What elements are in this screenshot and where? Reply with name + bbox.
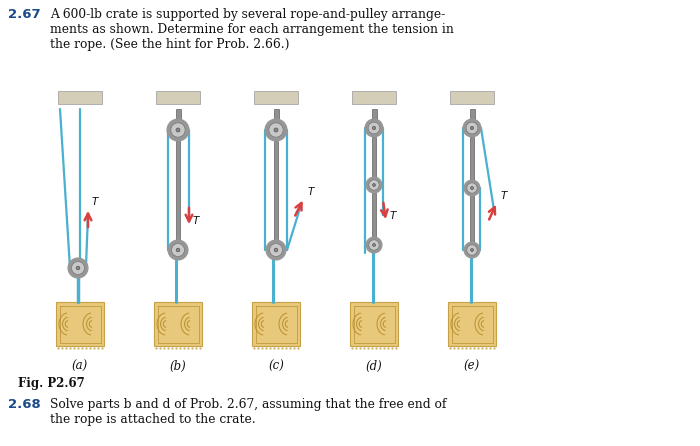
- Bar: [470, 196, 474, 242]
- Text: T: T: [390, 211, 396, 221]
- Text: (c): (c): [268, 360, 284, 373]
- Circle shape: [266, 240, 286, 260]
- Bar: [56, 302, 104, 346]
- Circle shape: [71, 261, 85, 274]
- Circle shape: [366, 177, 382, 193]
- Circle shape: [470, 186, 473, 190]
- Text: Fig. P2.67: Fig. P2.67: [18, 377, 85, 390]
- Circle shape: [68, 258, 88, 278]
- Circle shape: [464, 180, 480, 196]
- Text: (d): (d): [365, 360, 382, 373]
- Circle shape: [265, 119, 287, 141]
- Bar: [154, 302, 202, 346]
- Bar: [156, 91, 200, 104]
- Circle shape: [467, 245, 477, 255]
- Circle shape: [372, 126, 376, 130]
- Bar: [252, 302, 300, 346]
- Text: T: T: [501, 191, 508, 201]
- Text: (e): (e): [464, 360, 480, 373]
- Circle shape: [369, 180, 379, 190]
- Circle shape: [76, 266, 80, 270]
- Circle shape: [366, 237, 382, 253]
- Circle shape: [171, 123, 185, 137]
- Text: 2.67: 2.67: [8, 8, 41, 21]
- Bar: [450, 91, 494, 104]
- Bar: [372, 137, 376, 177]
- Circle shape: [464, 242, 480, 258]
- Bar: [176, 141, 180, 240]
- Bar: [372, 193, 376, 237]
- Bar: [176, 109, 181, 120]
- Bar: [448, 302, 496, 346]
- Text: T: T: [193, 216, 199, 226]
- Text: 2.68: 2.68: [8, 398, 41, 411]
- Circle shape: [269, 123, 283, 137]
- Text: (b): (b): [169, 360, 186, 373]
- Text: Solve parts b and d of Prob. 2.67, assuming that the free end of
the rope is att: Solve parts b and d of Prob. 2.67, assum…: [50, 398, 447, 426]
- Bar: [470, 137, 474, 180]
- Circle shape: [470, 126, 474, 130]
- Circle shape: [372, 244, 375, 247]
- Bar: [274, 109, 279, 120]
- Circle shape: [466, 122, 478, 134]
- Circle shape: [368, 122, 380, 134]
- Bar: [352, 91, 396, 104]
- Bar: [372, 109, 377, 120]
- Bar: [470, 109, 475, 120]
- Bar: [350, 302, 398, 346]
- Bar: [274, 141, 278, 240]
- Text: T: T: [308, 187, 314, 197]
- Circle shape: [176, 248, 180, 252]
- Circle shape: [168, 240, 188, 260]
- Text: (a): (a): [72, 360, 88, 373]
- Text: T: T: [92, 197, 99, 207]
- Text: A 600-lb crate is supported by several rope-and-pulley arrange-
ments as shown. : A 600-lb crate is supported by several r…: [50, 8, 454, 51]
- Bar: [254, 91, 298, 104]
- Circle shape: [470, 248, 473, 252]
- Circle shape: [463, 119, 481, 137]
- Bar: [58, 91, 102, 104]
- Circle shape: [372, 184, 375, 186]
- Circle shape: [270, 244, 283, 256]
- Circle shape: [274, 128, 278, 132]
- Circle shape: [365, 119, 383, 137]
- Circle shape: [467, 183, 477, 193]
- Circle shape: [369, 240, 379, 250]
- Circle shape: [167, 119, 189, 141]
- Circle shape: [274, 248, 278, 252]
- Circle shape: [176, 128, 180, 132]
- Circle shape: [172, 244, 185, 256]
